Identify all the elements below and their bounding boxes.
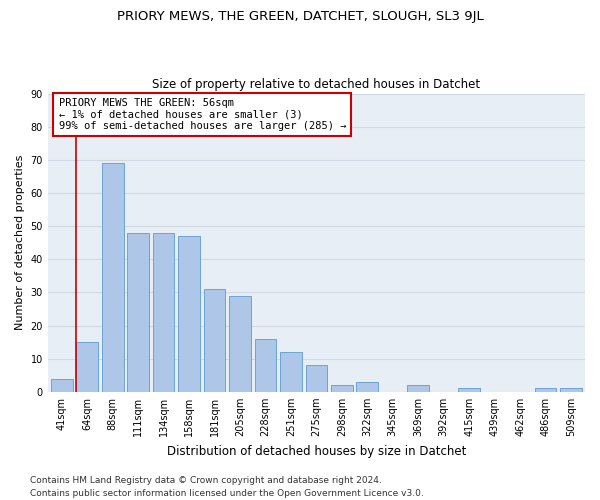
Y-axis label: Number of detached properties: Number of detached properties [15,155,25,330]
Bar [254,339,276,392]
Bar [280,352,302,392]
Bar [127,232,149,392]
Bar [229,296,251,392]
Bar [204,289,226,392]
Text: Contains HM Land Registry data © Crown copyright and database right 2024.
Contai: Contains HM Land Registry data © Crown c… [30,476,424,498]
Bar [102,163,124,392]
Bar [76,342,98,392]
Bar [51,378,73,392]
Bar [178,236,200,392]
Text: PRIORY MEWS, THE GREEN, DATCHET, SLOUGH, SL3 9JL: PRIORY MEWS, THE GREEN, DATCHET, SLOUGH,… [116,10,484,23]
Bar [153,232,175,392]
Title: Size of property relative to detached houses in Datchet: Size of property relative to detached ho… [152,78,481,91]
Bar [535,388,556,392]
Text: PRIORY MEWS THE GREEN: 56sqm
← 1% of detached houses are smaller (3)
99% of semi: PRIORY MEWS THE GREEN: 56sqm ← 1% of det… [59,98,346,131]
Bar [407,385,429,392]
X-axis label: Distribution of detached houses by size in Datchet: Distribution of detached houses by size … [167,444,466,458]
Bar [331,385,353,392]
Bar [560,388,582,392]
Bar [356,382,378,392]
Bar [458,388,480,392]
Bar [305,366,327,392]
